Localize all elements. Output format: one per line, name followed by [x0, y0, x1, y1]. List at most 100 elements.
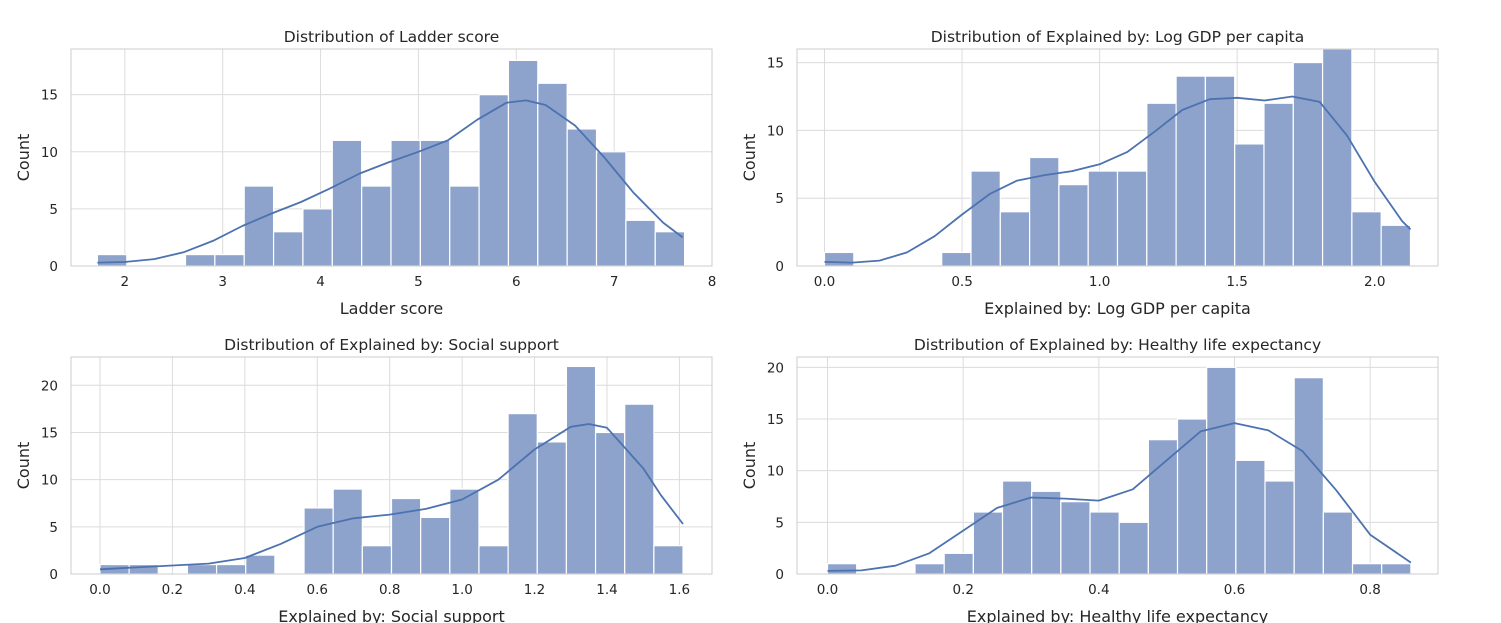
histogram-bar: [1293, 377, 1324, 575]
histogram-bar: [1001, 480, 1033, 575]
y-tick-label: 20: [41, 378, 58, 394]
x-tick-label: 1.6: [669, 582, 690, 598]
x-axis-label: Explained by: Social support: [278, 607, 505, 623]
histogram-bar: [537, 82, 568, 267]
x-tick-label: 0.8: [379, 582, 400, 598]
histogram-bar: [449, 488, 480, 575]
histogram-bar: [478, 94, 510, 267]
histogram-bar: [1089, 511, 1120, 575]
histogram-bar: [1031, 490, 1062, 575]
histogram-bar: [331, 139, 363, 267]
histogram-bar: [1176, 418, 1208, 575]
x-tick-label: 0.5: [951, 274, 972, 290]
x-tick-label: 0.6: [307, 582, 328, 598]
y-tick-label: 15: [767, 56, 784, 72]
histogram-bar: [478, 545, 509, 575]
x-axis-label: Explained by: Log GDP per capita: [984, 299, 1251, 318]
histogram-bar: [184, 253, 216, 267]
x-tick-label: 2.0: [1364, 274, 1385, 290]
x-tick-label: 8: [708, 274, 717, 290]
y-tick-label: 10: [767, 464, 784, 480]
histogram-bar: [1087, 170, 1119, 267]
histogram-bar: [1351, 563, 1383, 575]
x-tick-label: 0.2: [162, 582, 183, 598]
histogram-bar: [1175, 75, 1206, 267]
histogram-bar: [566, 128, 598, 267]
y-tick-label: 5: [775, 191, 784, 207]
axes-frame: [70, 48, 713, 267]
x-tick-label: 0.0: [89, 582, 110, 598]
histogram-bar: [1322, 511, 1354, 575]
histogram-bar: [420, 516, 451, 575]
chart-title: Distribution of Explained by: Healthy li…: [914, 336, 1321, 354]
histogram-bar: [823, 251, 855, 267]
histogram-bar: [507, 59, 539, 267]
y-tick-label: 0: [49, 567, 58, 583]
kde-line: [99, 423, 684, 571]
histogram-bar: [1263, 102, 1294, 267]
histogram-bar: [595, 151, 627, 267]
y-tick-label: 15: [41, 88, 58, 104]
histogram-bar: [419, 139, 451, 267]
y-tick-label: 15: [41, 425, 58, 441]
y-axis-label: Count: [14, 442, 33, 490]
histogram-bar: [1381, 563, 1412, 575]
x-tick-label: 6: [512, 274, 521, 290]
y-axis-label: Count: [740, 134, 759, 182]
histogram-bar: [536, 441, 568, 575]
histogram-bar: [1058, 184, 1089, 267]
chart-panel-1: 2 3 4 5 6 7 8 0 5 10 15 Distribution of Ladder scor…: [14, 28, 716, 318]
histogram-bar: [565, 365, 597, 575]
x-tick-label: 0.6: [1224, 582, 1245, 598]
histogram-bar: [1235, 459, 1266, 575]
chart-title: Distribution of Ladder score: [284, 28, 500, 46]
y-tick-label: 5: [49, 202, 58, 218]
histogram-bar: [654, 231, 686, 267]
histogram-bar: [186, 563, 218, 575]
y-tick-label: 10: [767, 123, 784, 139]
x-tick-label: 0.4: [234, 582, 255, 598]
x-tick-label: 3: [218, 274, 227, 290]
histogram-bar: [1147, 439, 1179, 575]
y-tick-label: 0: [49, 259, 58, 275]
histogram-bar: [1206, 366, 1237, 575]
histogram-bar: [943, 552, 974, 575]
histogram-bar: [1380, 224, 1412, 267]
histogram-bar: [390, 139, 421, 267]
y-tick-label: 5: [775, 515, 784, 531]
y-tick-label: 5: [49, 520, 58, 536]
kde-line: [97, 99, 684, 264]
histogram-bar: [1351, 211, 1382, 267]
x-tick-label: 1.4: [596, 582, 617, 598]
x-tick-label: 4: [316, 274, 325, 290]
y-axis-label: Count: [14, 134, 33, 182]
histogram-bar: [970, 170, 1001, 267]
histogram-bar: [1292, 61, 1324, 267]
histogram-bar: [972, 511, 1004, 575]
histogram-bar: [302, 208, 333, 267]
x-tick-label: 0.0: [814, 274, 835, 290]
y-tick-label: 15: [767, 412, 784, 428]
histogram-bar: [625, 219, 656, 267]
chart-title: Distribution of Explained by: Log GDP pe…: [931, 28, 1305, 46]
histogram-bar: [243, 185, 275, 267]
chart-panel-4: 0.0 0.2 0.4 0.6 0.8 0 5 10 15 20 Distribution of E…: [740, 336, 1439, 623]
histogram-bar: [1234, 143, 1265, 267]
chart-panel-3: 0.0 0.2 0.4 0.6 0.8 1.0 1.2 1.4 1.6 0 5 10 15 20 Distr…: [14, 336, 713, 623]
x-tick-label: 1.2: [524, 582, 545, 598]
kde-line: [824, 95, 1412, 264]
y-tick-label: 20: [767, 360, 784, 376]
chart-panel-2: 0.0 0.5 1.0 1.5 2.0 0 5 10 15 Distribution of Exp…: [740, 28, 1439, 318]
histogram-bar: [507, 413, 538, 575]
histogram-bar: [361, 545, 393, 575]
histogram-bar: [272, 231, 304, 267]
x-tick-label: 1.5: [1226, 274, 1247, 290]
x-tick-label: 0.0: [817, 582, 838, 598]
x-axis-label: Ladder score: [340, 299, 444, 318]
histogram-bar: [826, 563, 858, 575]
y-tick-label: 0: [775, 259, 784, 275]
axes-frame: [796, 356, 1439, 575]
histogram-bar: [1321, 48, 1353, 267]
y-tick-label: 10: [41, 145, 58, 161]
